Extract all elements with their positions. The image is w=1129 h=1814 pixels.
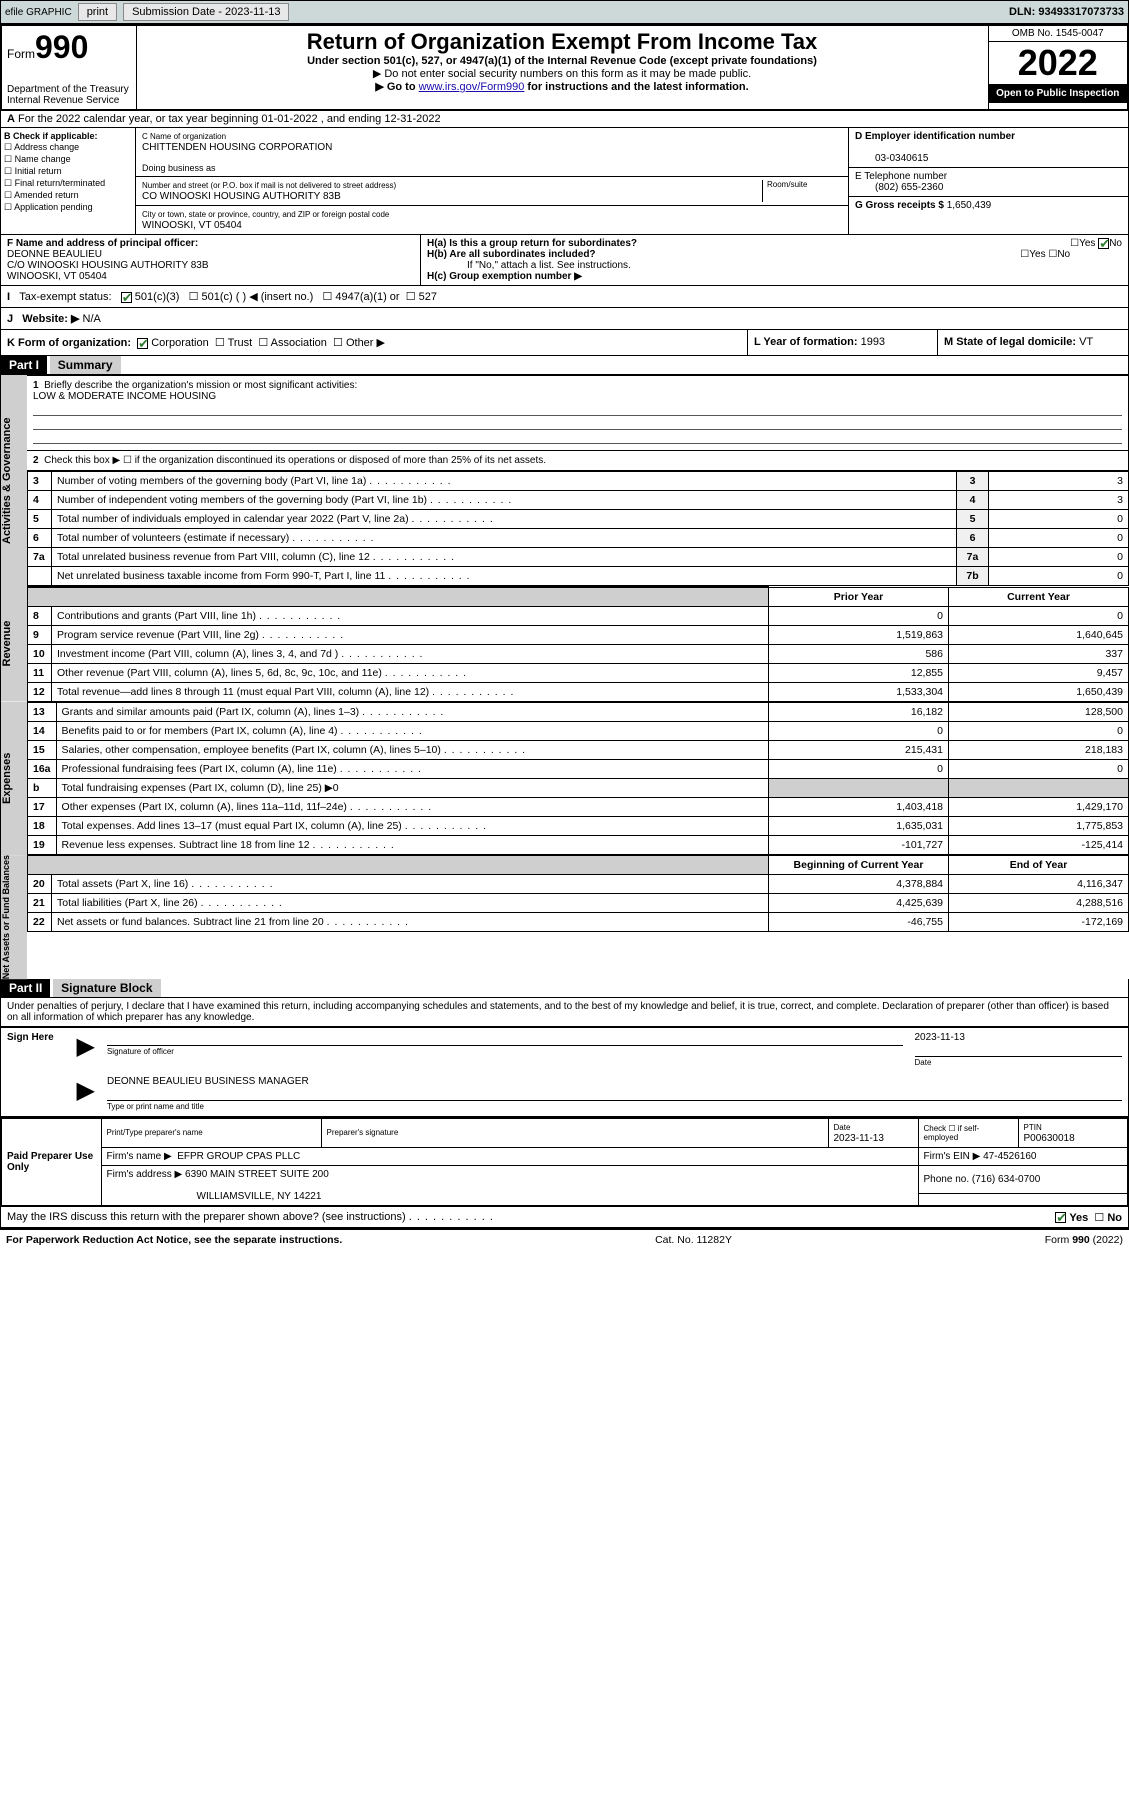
firm-ein: 47-4526160 — [983, 1151, 1036, 1162]
row-j: J Website: ▶ N/A — [0, 308, 1129, 330]
footer: For Paperwork Reduction Act Notice, see … — [0, 1228, 1129, 1250]
open-public: Open to Public Inspection — [989, 84, 1128, 103]
mission-block: 1 Briefly describe the organization's mi… — [27, 375, 1129, 451]
top-bar: efile GRAPHIC print Submission Date - 20… — [0, 0, 1129, 24]
side-activities: Activities & Governance — [1, 375, 27, 586]
gross-receipts: G Gross receipts $ 1,650,439 — [849, 197, 1128, 214]
submission-date: Submission Date - 2023-11-13 — [123, 3, 289, 21]
tax-year: 2022 — [989, 42, 1128, 84]
box-b: B Check if applicable: ☐ Address change … — [0, 128, 135, 235]
irs-link[interactable]: www.irs.gov/Form990 — [419, 81, 525, 93]
mission-text: LOW & MODERATE INCOME HOUSING — [33, 391, 216, 402]
line-2: 2 Check this box ▶ ☐ if the organization… — [27, 451, 1129, 471]
dept-label: Department of the Treasury — [7, 84, 131, 95]
row-k-l-m: K Form of organization: Corporation ☐ Tr… — [0, 330, 1129, 356]
expenses-table: 13Grants and similar amounts paid (Part … — [27, 702, 1129, 855]
firm-name: EFPR GROUP CPAS PLLC — [177, 1151, 300, 1162]
phone-cell: E Telephone number (802) 655-2360 — [849, 168, 1128, 197]
irs-label: Internal Revenue Service — [7, 95, 131, 106]
paid-preparer-label: Paid Preparer Use Only — [1, 1118, 101, 1206]
row-a: A For the 2022 calendar year, or tax yea… — [0, 111, 1129, 128]
section-b-c-d: B Check if applicable: ☐ Address change … — [0, 128, 1129, 235]
form-title: Return of Organization Exempt From Incom… — [142, 29, 983, 55]
part2-title: Signature Block — [53, 979, 160, 997]
print-button[interactable]: print — [78, 3, 117, 21]
officer-cell: F Name and address of principal officer:… — [1, 235, 421, 285]
ein-cell: D Employer identification number 03-0340… — [849, 128, 1128, 168]
ptin: P00630018 — [1024, 1133, 1075, 1144]
corp-checkbox[interactable] — [137, 338, 148, 349]
street: CO WINOOSKI HOUSING AUTHORITY 83B — [142, 191, 341, 202]
header-table: Form990 Department of the Treasury Inter… — [0, 24, 1129, 111]
declaration: Under penalties of perjury, I declare th… — [0, 998, 1129, 1027]
part2-header: Part II — [1, 979, 50, 997]
subtitle-2: ▶ Do not enter social security numbers o… — [142, 67, 983, 80]
ein: 03-0340615 — [875, 153, 928, 164]
omb-number: OMB No. 1545-0047 — [989, 26, 1128, 42]
city: WINOOSKI, VT 05404 — [142, 220, 242, 231]
officer-name: DEONNE BEAULIEU BUSINESS MANAGER — [107, 1076, 309, 1087]
sign-date: 2023-11-13 — [915, 1032, 965, 1043]
discuss-yes-checkbox[interactable] — [1055, 1212, 1066, 1223]
governance-table: 3Number of voting members of the governi… — [27, 471, 1129, 586]
row-i: I Tax-exempt status: 501(c)(3) ☐ 501(c) … — [0, 286, 1129, 308]
side-revenue: Revenue — [1, 586, 27, 702]
firm-addr: 6390 MAIN STREET SUITE 200 — [185, 1169, 329, 1180]
501c3-checkbox[interactable] — [121, 292, 132, 303]
subtitle-3: ▶ Go to www.irs.gov/Form990 for instruct… — [142, 80, 983, 93]
dln-label: DLN: 93493317073733 — [1009, 6, 1124, 18]
group-return-cell: H(a) Is this a group return for subordin… — [421, 235, 1128, 285]
part1-title: Summary — [50, 356, 121, 374]
org-name: CHITTENDEN HOUSING CORPORATION — [142, 142, 332, 153]
side-netassets: Net Assets or Fund Balances — [1, 855, 27, 979]
netassets-table: Beginning of Current YearEnd of Year20To… — [27, 855, 1129, 932]
sign-here-table: Sign Here ▶ Signature of officer 2023-11… — [0, 1027, 1129, 1117]
form-label: Form990 — [7, 29, 131, 66]
part1-header: Part I — [1, 356, 47, 374]
subtitle-1: Under section 501(c), 527, or 4947(a)(1)… — [142, 55, 983, 67]
phone: (802) 655-2360 — [875, 182, 943, 193]
discuss-row: May the IRS discuss this return with the… — [0, 1207, 1129, 1228]
revenue-table: Prior YearCurrent Year8Contributions and… — [27, 586, 1129, 702]
preparer-table: Paid Preparer Use Only Print/Type prepar… — [0, 1117, 1129, 1207]
sign-here-label: Sign Here — [1, 1027, 71, 1116]
side-expenses: Expenses — [1, 702, 27, 855]
firm-phone: (716) 634-0700 — [972, 1174, 1040, 1185]
org-name-cell: C Name of organization CHITTENDEN HOUSIN… — [136, 128, 848, 177]
efile-label: efile GRAPHIC — [5, 7, 72, 18]
